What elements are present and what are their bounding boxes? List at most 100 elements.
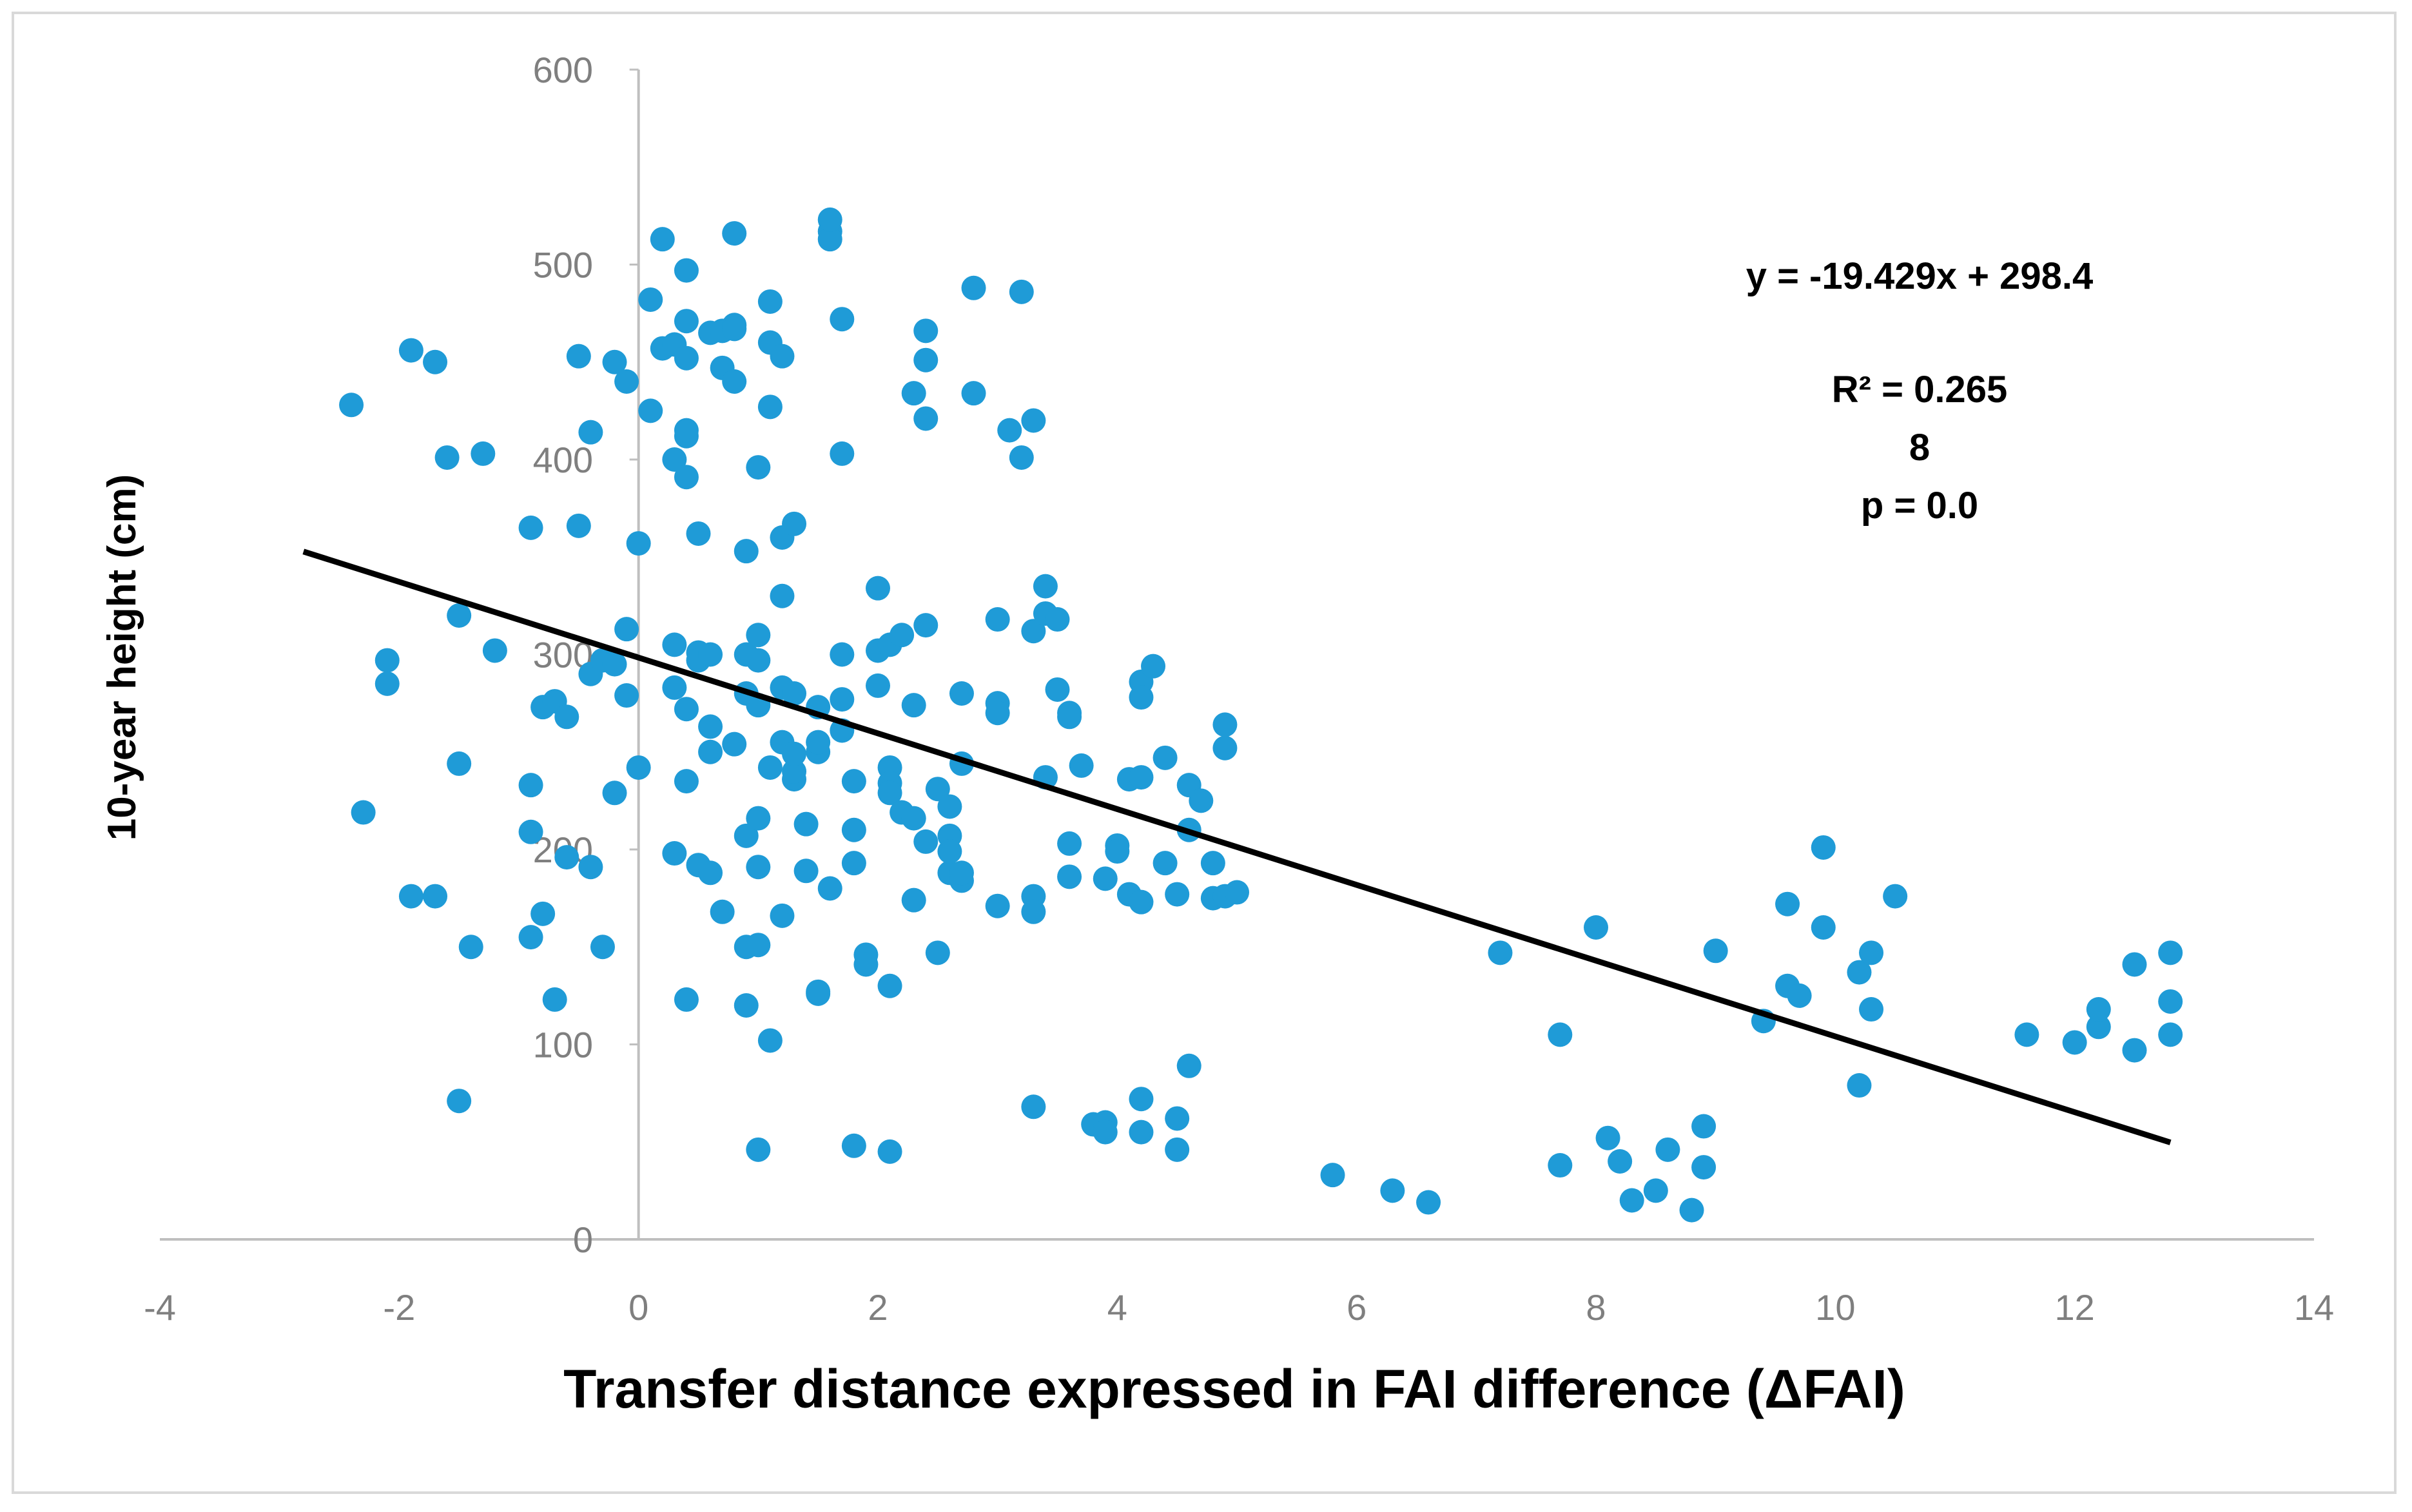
- data-point: [674, 258, 699, 283]
- data-point: [423, 884, 448, 909]
- data-point: [434, 445, 460, 470]
- data-point: [901, 693, 926, 718]
- data-point: [578, 855, 603, 880]
- data-point: [1129, 765, 1154, 790]
- data-point: [925, 940, 950, 965]
- data-point: [1380, 1178, 1405, 1203]
- data-point: [985, 893, 1010, 918]
- data-point: [1009, 445, 1034, 470]
- data-point: [650, 227, 675, 252]
- data-point: [1595, 1125, 1620, 1150]
- data-point: [1045, 677, 1070, 702]
- data-point: [626, 755, 651, 780]
- data-point: [638, 398, 663, 423]
- data-point: [722, 221, 747, 246]
- data-point: [710, 899, 735, 924]
- data-points: [339, 207, 2183, 1223]
- data-point: [722, 369, 747, 394]
- data-point: [686, 521, 711, 546]
- data-point: [1225, 880, 1249, 905]
- data-point: [949, 681, 974, 706]
- data-point: [782, 741, 807, 766]
- data-point: [770, 903, 795, 928]
- data-point: [1165, 882, 1190, 907]
- data-point: [866, 673, 890, 698]
- data-point: [746, 623, 771, 648]
- data-point: [1416, 1190, 1441, 1215]
- data-point: [1811, 915, 1836, 940]
- data-point: [830, 307, 855, 332]
- data-point: [602, 349, 627, 374]
- data-point: [614, 617, 639, 642]
- data-point: [841, 769, 866, 794]
- data-point: [1153, 851, 1178, 876]
- data-point: [1176, 1053, 1201, 1078]
- data-point: [925, 777, 950, 802]
- data-point: [901, 806, 926, 831]
- data-point: [877, 973, 902, 998]
- data-point: [866, 576, 890, 601]
- data-point: [2086, 997, 2111, 1022]
- data-point: [2158, 940, 2183, 965]
- data-point: [877, 1139, 902, 1164]
- data-point: [447, 1089, 472, 1114]
- data-point: [1021, 1094, 1046, 1119]
- data-point: [674, 465, 699, 490]
- y-tick-label: 400: [533, 440, 593, 480]
- data-point: [566, 344, 591, 369]
- data-point: [662, 841, 687, 866]
- data-point: [423, 349, 448, 374]
- data-point: [590, 935, 615, 960]
- sample-size-label: 8: [1909, 427, 1930, 469]
- data-point: [746, 1137, 771, 1162]
- data-point: [841, 817, 866, 842]
- x-tick-label: 0: [628, 1287, 648, 1328]
- y-tick-label: 100: [533, 1025, 593, 1065]
- data-point: [602, 652, 627, 677]
- data-point: [398, 884, 423, 909]
- data-point: [746, 933, 771, 958]
- x-tick-label: -4: [144, 1287, 176, 1328]
- data-point: [518, 925, 543, 950]
- data-point: [2122, 952, 2147, 977]
- data-point: [949, 860, 974, 886]
- data-point: [1129, 1119, 1154, 1145]
- data-point: [746, 648, 771, 673]
- data-point: [1021, 899, 1046, 924]
- data-point: [1165, 1106, 1190, 1131]
- data-point: [913, 613, 939, 638]
- data-point: [757, 755, 783, 780]
- data-point: [1212, 712, 1238, 737]
- data-point: [937, 839, 962, 864]
- data-point: [1643, 1178, 1668, 1203]
- data-point: [757, 289, 783, 314]
- data-point: [793, 858, 819, 884]
- data-point: [1021, 408, 1046, 433]
- y-tick-label: 500: [533, 245, 593, 286]
- data-point: [1033, 574, 1058, 599]
- data-point: [817, 876, 842, 901]
- data-point: [913, 829, 939, 854]
- data-point: [1847, 1073, 1872, 1098]
- data-point: [447, 603, 472, 628]
- data-point: [674, 987, 699, 1012]
- data-point: [1057, 704, 1082, 730]
- data-point: [698, 860, 723, 886]
- data-point: [674, 769, 699, 794]
- trendline-layer: [302, 548, 2172, 1145]
- data-point: [626, 531, 651, 556]
- data-point: [554, 845, 579, 870]
- data-point: [1129, 1087, 1154, 1112]
- x-tick-label: 12: [2055, 1287, 2095, 1328]
- data-point: [2158, 989, 2183, 1014]
- data-point: [1691, 1114, 1717, 1139]
- data-point: [662, 632, 687, 657]
- data-point: [937, 794, 962, 819]
- data-point: [578, 420, 603, 445]
- data-point: [447, 751, 472, 776]
- data-point: [1584, 915, 1608, 940]
- data-point: [806, 730, 831, 755]
- data-point: [1859, 940, 1884, 965]
- data-point: [1679, 1197, 1704, 1223]
- data-point: [662, 675, 687, 700]
